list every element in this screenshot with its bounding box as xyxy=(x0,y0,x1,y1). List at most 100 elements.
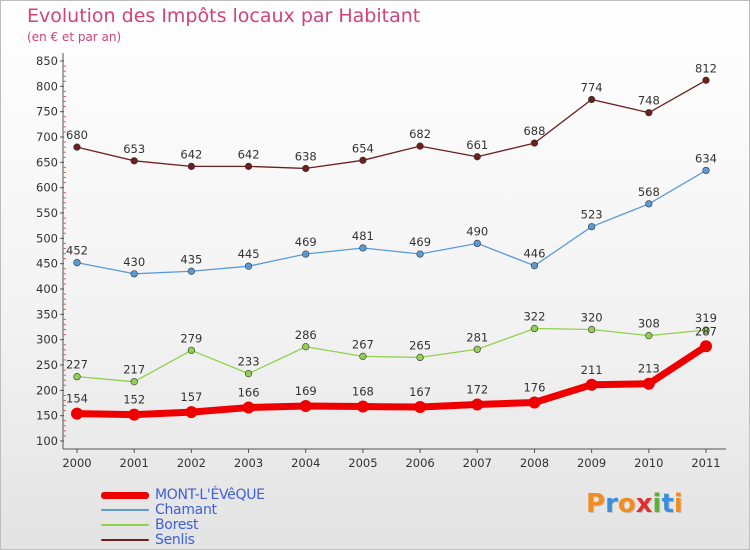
data-point xyxy=(187,162,195,170)
y-tick-label: 800 xyxy=(36,79,58,93)
data-label: 322 xyxy=(523,310,545,324)
data-label: 523 xyxy=(581,208,603,222)
data-point xyxy=(242,401,255,414)
y-tick-label: 250 xyxy=(36,358,58,372)
legend-swatch xyxy=(101,509,149,511)
data-point xyxy=(642,377,655,390)
y-tick-label: 650 xyxy=(36,155,58,169)
legend-label: Senlis xyxy=(155,532,195,548)
data-label: 154 xyxy=(66,392,88,406)
series-line-2 xyxy=(76,327,707,383)
chart-subtitle: (en € et par an) xyxy=(27,30,122,44)
data-label: 481 xyxy=(352,229,374,243)
data-point xyxy=(359,352,367,360)
legend-item: MONT-L'ÉVêQUE xyxy=(101,487,265,503)
data-point xyxy=(130,157,138,165)
x-tick-label: 2004 xyxy=(291,456,320,470)
data-point xyxy=(187,346,195,354)
data-label: 166 xyxy=(238,386,260,400)
data-point xyxy=(73,143,81,151)
x-tick-label: 2009 xyxy=(577,456,606,470)
legend-swatch xyxy=(101,491,149,499)
data-label: 308 xyxy=(638,317,660,331)
y-tick-label: 150 xyxy=(36,409,58,423)
data-label: 812 xyxy=(695,61,717,75)
data-label: 169 xyxy=(295,384,317,398)
x-tick-label: 2002 xyxy=(177,456,206,470)
data-label: 168 xyxy=(352,385,374,399)
data-label: 661 xyxy=(466,138,488,152)
legend-label: MONT-L'ÉVêQUE xyxy=(155,487,265,503)
data-label: 469 xyxy=(295,235,317,249)
legend-item: Senlis xyxy=(101,532,195,548)
data-label: 233 xyxy=(238,355,260,369)
proxiti-logo: Proxiti xyxy=(586,489,683,519)
data-point xyxy=(130,378,138,386)
data-point xyxy=(645,200,653,208)
data-point xyxy=(645,332,653,340)
data-point xyxy=(702,326,710,334)
data-point xyxy=(588,223,596,231)
data-label: 490 xyxy=(466,224,488,238)
data-point xyxy=(302,343,310,351)
legend-item: Chamant xyxy=(101,502,217,518)
data-point xyxy=(471,398,484,411)
y-tick-label: 600 xyxy=(36,181,58,195)
data-point xyxy=(128,408,141,421)
data-point xyxy=(244,162,253,170)
data-label: 319 xyxy=(695,311,717,325)
y-tick-label: 500 xyxy=(36,231,58,245)
data-label: 452 xyxy=(66,244,88,258)
data-point xyxy=(473,239,481,247)
data-label: 634 xyxy=(695,151,717,165)
data-point xyxy=(244,370,253,378)
x-tick-label: 2001 xyxy=(120,456,149,470)
data-point xyxy=(473,345,481,353)
data-label: 265 xyxy=(409,338,431,352)
y-tick-label: 400 xyxy=(36,282,58,296)
data-point xyxy=(302,250,310,258)
data-point xyxy=(530,324,539,333)
legend-swatch xyxy=(101,524,149,526)
x-tick-label: 2003 xyxy=(234,456,263,470)
data-label: 654 xyxy=(352,141,374,155)
legend-label: Chamant xyxy=(155,502,217,518)
data-label: 446 xyxy=(523,247,545,261)
y-tick-label: 100 xyxy=(36,434,58,448)
data-label: 680 xyxy=(66,128,88,142)
data-point xyxy=(528,396,541,409)
data-point xyxy=(185,406,198,419)
data-label: 638 xyxy=(295,149,317,163)
x-tick-label: 2005 xyxy=(348,456,377,470)
data-label: 152 xyxy=(123,393,145,407)
data-point xyxy=(530,262,539,270)
data-point xyxy=(130,270,138,278)
series-layer: 680 653 642 642 638 654 682 661 688 774 748 812 452 4… xyxy=(66,61,717,421)
y-tick-label: 700 xyxy=(36,130,58,144)
y-tick-label: 850 xyxy=(36,54,58,68)
data-point xyxy=(585,378,598,391)
data-point xyxy=(588,95,596,104)
data-point xyxy=(302,164,310,173)
data-point xyxy=(244,262,253,270)
x-tick-label: 2011 xyxy=(691,456,720,470)
x-tick-label: 2010 xyxy=(634,456,663,470)
data-label: 682 xyxy=(409,127,431,141)
data-label: 172 xyxy=(466,383,488,397)
series-line-0 xyxy=(73,342,710,419)
legend-label: Borest xyxy=(155,517,199,533)
data-point xyxy=(71,407,83,420)
series-line-1 xyxy=(76,169,707,275)
data-point xyxy=(416,250,424,258)
data-label: 211 xyxy=(581,363,603,377)
data-label: 653 xyxy=(123,142,145,156)
data-label: 748 xyxy=(638,94,660,108)
data-label: 279 xyxy=(180,331,202,345)
data-label: 287 xyxy=(695,324,717,338)
y-tick-label: 350 xyxy=(36,307,58,321)
data-label: 213 xyxy=(638,362,660,376)
y-tick-label: 750 xyxy=(36,105,58,119)
data-point xyxy=(299,400,312,413)
legend-item: Borest xyxy=(101,517,199,533)
data-point xyxy=(187,267,195,275)
